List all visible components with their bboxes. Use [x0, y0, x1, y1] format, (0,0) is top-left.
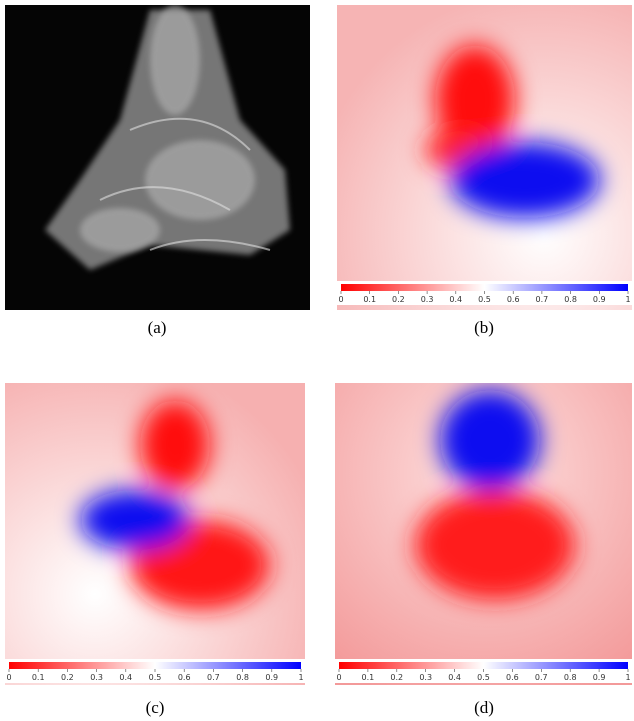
colorbar-tick-label: 0.3	[419, 673, 432, 682]
colorbar-tick-label: 0.8	[564, 295, 577, 304]
colorbar-tick-label: 0.3	[90, 673, 103, 682]
heatmap	[5, 383, 305, 685]
heatmap	[337, 5, 632, 310]
colorbar-tick-label: 0.7	[536, 295, 549, 304]
colorbar-tick-label: 0.8	[564, 673, 577, 682]
colorbar-tick-label: 0.2	[61, 673, 74, 682]
colorbar-tick-label: 0.7	[207, 673, 220, 682]
colorbar-tick-label: 0.7	[535, 673, 548, 682]
colorbar-tick-label: 0.8	[236, 673, 249, 682]
colorbar-tick-label: 0.1	[363, 295, 376, 304]
caption: (a)	[148, 318, 167, 337]
colorbar-tick-label: 1	[625, 295, 630, 304]
colorbar-tick-label: 0.1	[32, 673, 45, 682]
colorbar-tick-label: 0	[6, 673, 11, 682]
figure: (a) (b) 0 0.1 0.2 0.3 0.4 0.5 0.6 0.7 0.8 0.9 1 (c) 0 0…	[0, 0, 634, 721]
colorbar-tick-label: 0.5	[149, 673, 162, 682]
colorbar	[339, 662, 628, 669]
colorbar-tick-label: 0.9	[265, 673, 278, 682]
colorbar-tick-label: 0.1	[362, 673, 375, 682]
colorbar-tick-label: 0.6	[506, 673, 519, 682]
mri-image	[5, 5, 310, 310]
colorbar-tick-label: 0.2	[392, 295, 405, 304]
colorbar-tick-label: 0.3	[421, 295, 434, 304]
colorbar-tick-label: 0.4	[119, 673, 132, 682]
colorbar-tick-label: 0.9	[593, 673, 606, 682]
colorbar-tick-label: 1	[298, 673, 303, 682]
colorbar-tick-label: 0.5	[478, 295, 491, 304]
caption: (d)	[474, 698, 494, 717]
caption: (b)	[474, 318, 494, 337]
colorbar-tick-label: 0.5	[477, 673, 490, 682]
colorbar-tick-label: 0.6	[178, 673, 191, 682]
colorbar-tick-label: 0.9	[593, 295, 606, 304]
colorbar-tick-label: 0	[336, 673, 341, 682]
colorbar	[341, 284, 628, 291]
colorbar-tick-label: 0.4	[449, 295, 462, 304]
colorbar	[9, 662, 301, 669]
heatmap	[335, 383, 632, 685]
colorbar-tick-label: 0.6	[507, 295, 520, 304]
colorbar-tick-label: 0	[338, 295, 343, 304]
colorbar-tick-label: 0.4	[448, 673, 461, 682]
colorbar-tick-label: 1	[625, 673, 630, 682]
colorbar-tick-label: 0.2	[390, 673, 403, 682]
caption: (c)	[146, 698, 165, 717]
